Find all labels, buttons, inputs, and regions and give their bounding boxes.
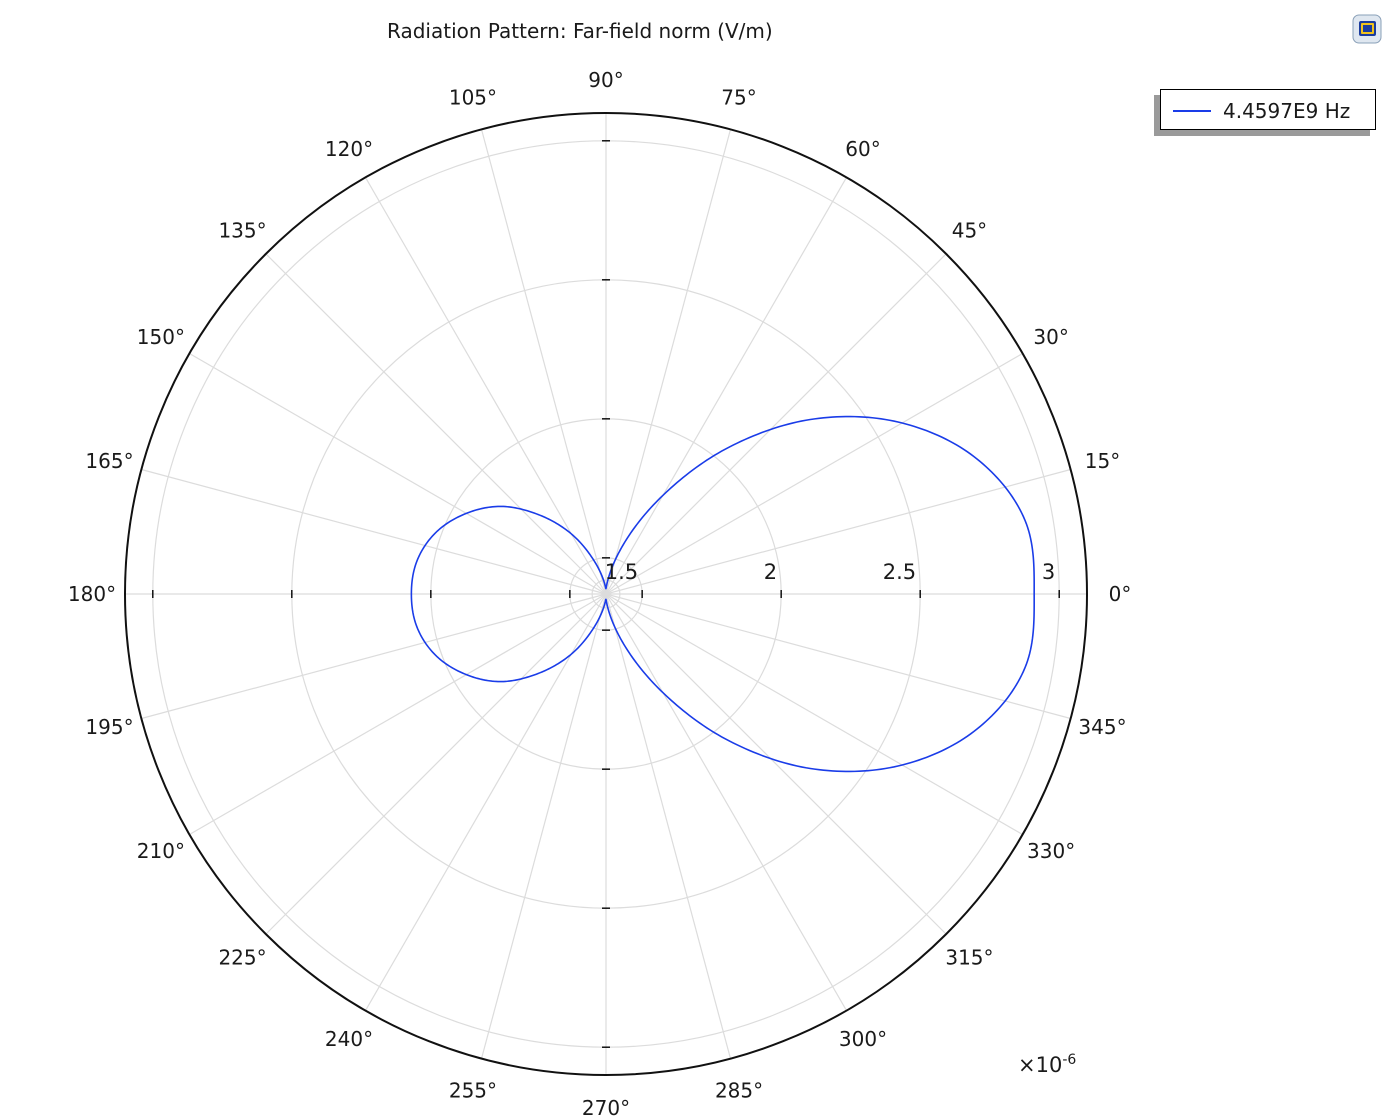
angle-tick-label: 15° — [1085, 449, 1120, 473]
angle-tick-label: 345° — [1078, 715, 1126, 739]
angle-tick-label: 60° — [845, 137, 880, 161]
angular-grid-line — [480, 593, 607, 1059]
angular-grid-line — [605, 129, 732, 595]
angular-grid-line — [605, 593, 1023, 836]
angle-tick-label: 330° — [1027, 839, 1075, 863]
angular-grid-line — [605, 593, 732, 1059]
legend-line-swatch — [1173, 110, 1211, 112]
legend: 4.4597E9 Hz — [1160, 89, 1376, 130]
angular-grid-line — [189, 593, 607, 836]
angle-tick-label: 180° — [68, 582, 116, 606]
angle-tick-label: 150° — [137, 325, 185, 349]
angular-grid-line — [605, 352, 1023, 595]
radial-tick-label: 2 — [764, 560, 777, 584]
angle-tick-label: 165° — [85, 449, 133, 473]
outer-boundary-circle — [124, 112, 1088, 1076]
angle-tick-label: 225° — [218, 945, 266, 969]
angle-tick-label: 285° — [715, 1078, 763, 1102]
angular-grid-line — [605, 593, 848, 1011]
angular-grid-line — [605, 468, 1071, 595]
angular-grid-line — [141, 593, 607, 720]
angular-grid-line — [141, 468, 607, 595]
angle-tick-label: 90° — [588, 68, 623, 92]
angular-grid-line — [364, 177, 607, 595]
radial-tick-label: 3 — [1042, 560, 1055, 584]
radial-tick-label: 1.5 — [605, 560, 638, 584]
app-logo-icon[interactable] — [1350, 12, 1384, 46]
angle-tick-label: 135° — [218, 219, 266, 243]
angle-tick-label: 75° — [721, 86, 756, 110]
angle-tick-label: 195° — [85, 715, 133, 739]
series-line — [410, 415, 1035, 773]
angular-grid-line — [605, 253, 947, 595]
angle-tick-label: 0° — [1109, 582, 1132, 606]
chart-title: Radiation Pattern: Far-field norm (V/m) — [387, 19, 773, 43]
angle-tick-label: 240° — [325, 1027, 373, 1051]
angular-grid-line — [364, 593, 607, 1011]
angle-tick-label: 45° — [952, 219, 987, 243]
radial-multiplier-label: ×10-6 — [1018, 1052, 1077, 1077]
angular-grid-line — [265, 253, 607, 595]
legend-entry-label: 4.4597E9 Hz — [1223, 99, 1351, 123]
radial-grid-circle — [591, 579, 621, 609]
angle-tick-label: 255° — [449, 1078, 497, 1102]
angular-grid-line — [605, 593, 1071, 720]
radial-tick-label: 2.5 — [883, 560, 916, 584]
angular-grid-line — [605, 177, 848, 595]
angle-tick-label: 30° — [1033, 325, 1068, 349]
angle-tick-label: 315° — [945, 945, 993, 969]
angular-grid-line — [265, 593, 607, 935]
angle-tick-label: 270° — [582, 1096, 630, 1116]
polar-grid — [124, 112, 1088, 1076]
tick-labels: 0° 15° 30° 45° 60° 75° 90° 105° 120° 135° 150° 165°… — [68, 68, 1131, 1116]
series-layer — [410, 415, 1035, 773]
angle-tick-label: 120° — [325, 137, 373, 161]
angle-tick-label: 210° — [137, 839, 185, 863]
angular-grid-line — [189, 352, 607, 595]
angle-tick-label: 105° — [449, 86, 497, 110]
angle-tick-label: 300° — [839, 1027, 887, 1051]
angular-grid-line — [605, 593, 947, 935]
angular-grid-line — [480, 129, 607, 595]
